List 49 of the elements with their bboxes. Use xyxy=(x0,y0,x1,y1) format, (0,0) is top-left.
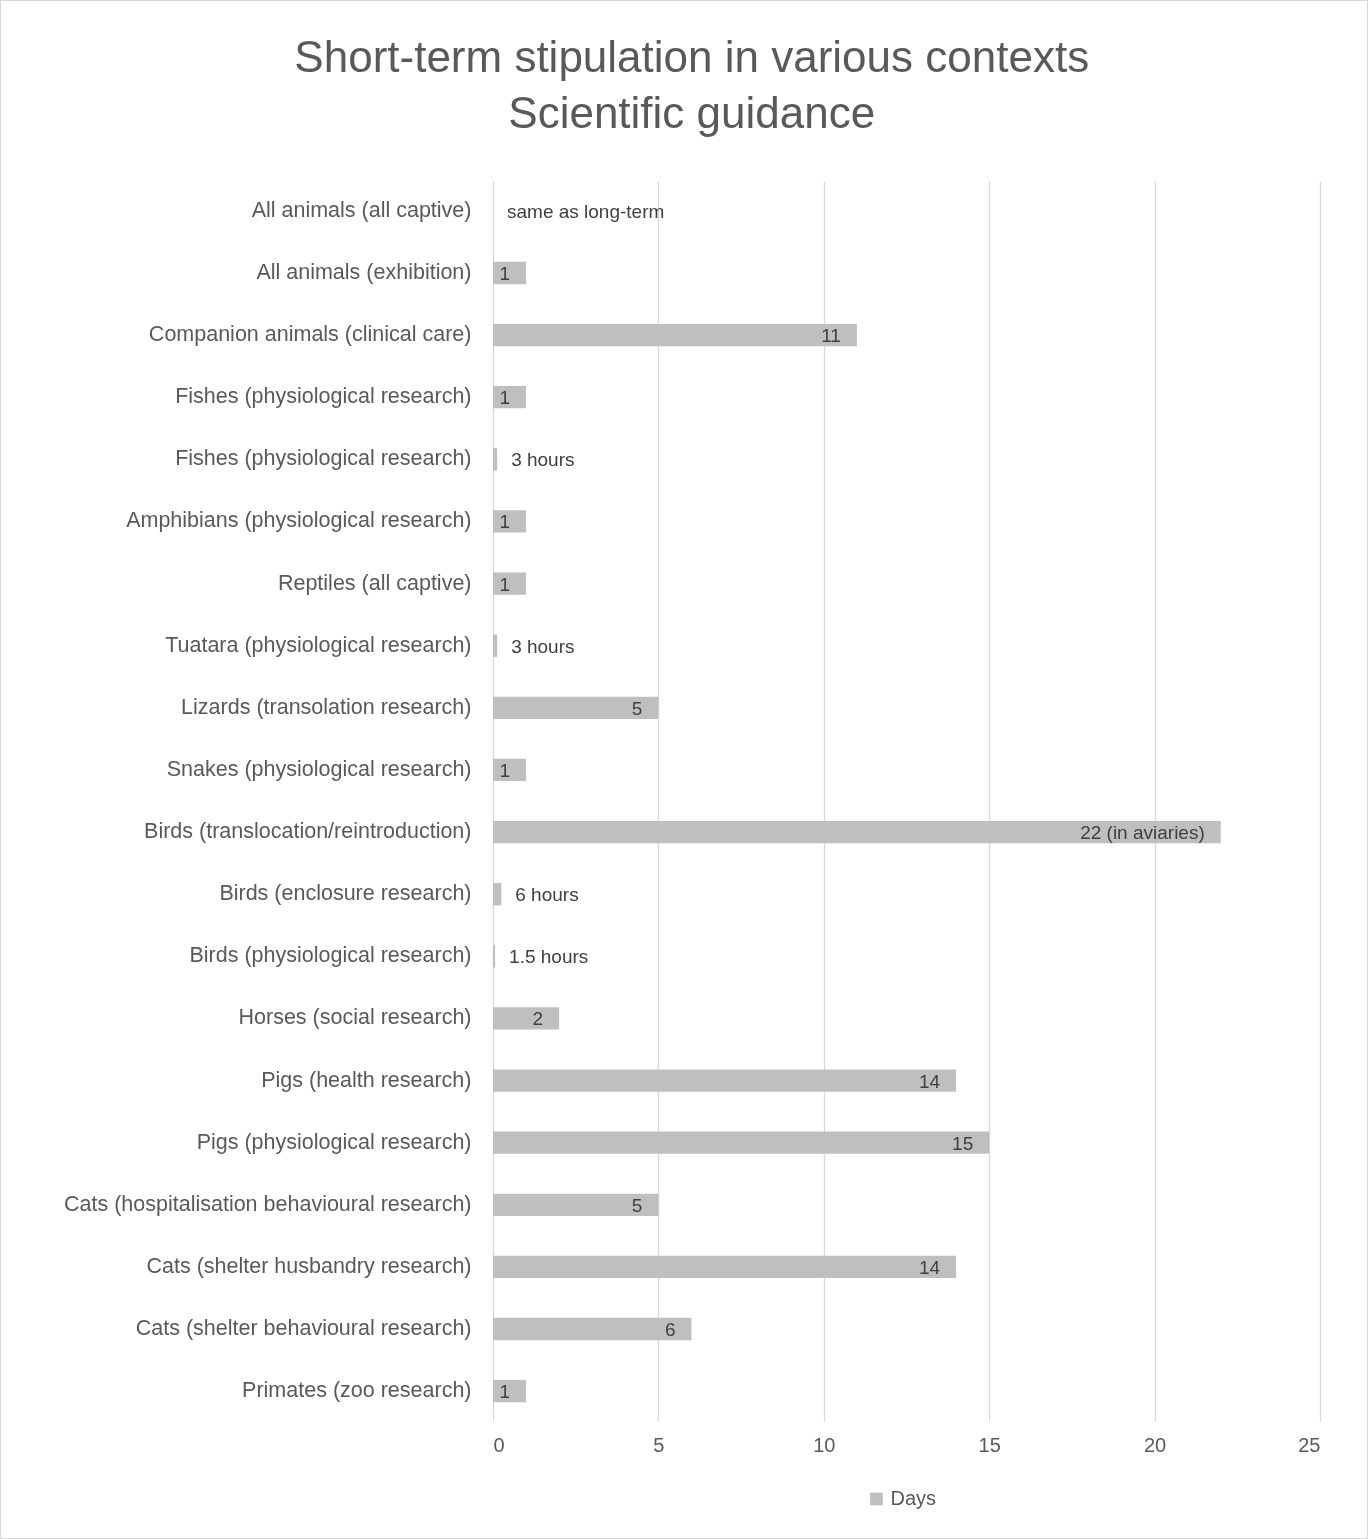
data-label: 15 xyxy=(952,1132,974,1154)
y-tick-label: All animals (all captive) xyxy=(251,197,472,222)
annotation: 3 hours xyxy=(511,635,575,657)
y-tick-label: Cats (hospitalisation behavioural research) xyxy=(63,1191,472,1216)
annotation: 3 hours xyxy=(511,449,575,471)
chart-subtitle: Scientific guidance xyxy=(508,88,876,137)
x-tick-label: 5 xyxy=(653,1433,665,1456)
y-tick-label: Lizards (transolation research) xyxy=(181,694,472,719)
y-tick-label: Cats (shelter behavioural research) xyxy=(135,1316,472,1341)
legend-label: Days xyxy=(890,1487,937,1509)
y-tick-label: All animals (exhibition) xyxy=(256,259,472,284)
y-tick-label: Pigs (health research) xyxy=(261,1067,472,1092)
y-tick-label: Fishes (physiological research) xyxy=(175,384,472,409)
x-tick-label: 10 xyxy=(813,1433,836,1456)
data-label: 1 xyxy=(499,511,511,533)
y-tick-label: Horses (social research) xyxy=(238,1005,472,1030)
data-label: 5 xyxy=(631,697,643,719)
data-label: 1 xyxy=(499,1381,511,1403)
y-tick-label: Birds (physiological research) xyxy=(189,943,472,968)
y-tick-label: Amphibians (physiological research) xyxy=(126,508,472,533)
y-tick-label: Companion animals (clinical care) xyxy=(148,322,472,347)
data-label: 11 xyxy=(821,325,841,347)
y-tick-label: Birds (enclosure research) xyxy=(219,881,472,906)
x-tick-label: 0 xyxy=(493,1433,505,1456)
x-tick-label: 15 xyxy=(978,1433,1001,1456)
x-tick-label: 20 xyxy=(1143,1433,1167,1456)
data-label: 1 xyxy=(499,573,511,595)
y-tick-label: Reptiles (all captive) xyxy=(277,570,472,595)
data-label: 1 xyxy=(499,387,511,409)
data-label: 14 xyxy=(918,1256,941,1278)
y-tick-label: Tuatara (physiological research) xyxy=(165,632,472,657)
data-label: 14 xyxy=(918,1070,941,1092)
data-label: 22 (in aviaries) xyxy=(1080,822,1205,844)
y-tick-label: Cats (shelter husbandry research) xyxy=(146,1253,472,1278)
data-label: 1 xyxy=(499,759,511,781)
data-label: 1 xyxy=(499,262,511,284)
y-tick-label: Fishes (physiological research) xyxy=(175,446,472,471)
annotation: 6 hours xyxy=(515,884,579,906)
data-label: 2 xyxy=(532,1008,544,1030)
data-label: 6 xyxy=(664,1319,676,1341)
y-tick-label: Birds (translocation/reintroduction) xyxy=(144,819,472,844)
y-tick-label: Primates (zoo research) xyxy=(242,1378,472,1403)
x-tick-label: 25 xyxy=(1298,1433,1321,1456)
chart-title: Short-term stipulation in various contexts xyxy=(294,32,1090,81)
data-label: 5 xyxy=(631,1194,643,1216)
y-tick-label: Pigs (physiological research) xyxy=(196,1129,472,1154)
text: same as long-term xyxy=(507,200,665,222)
y-tick-label: Snakes (physiological research) xyxy=(166,756,472,781)
annotation: 1.5 hours xyxy=(509,946,589,968)
